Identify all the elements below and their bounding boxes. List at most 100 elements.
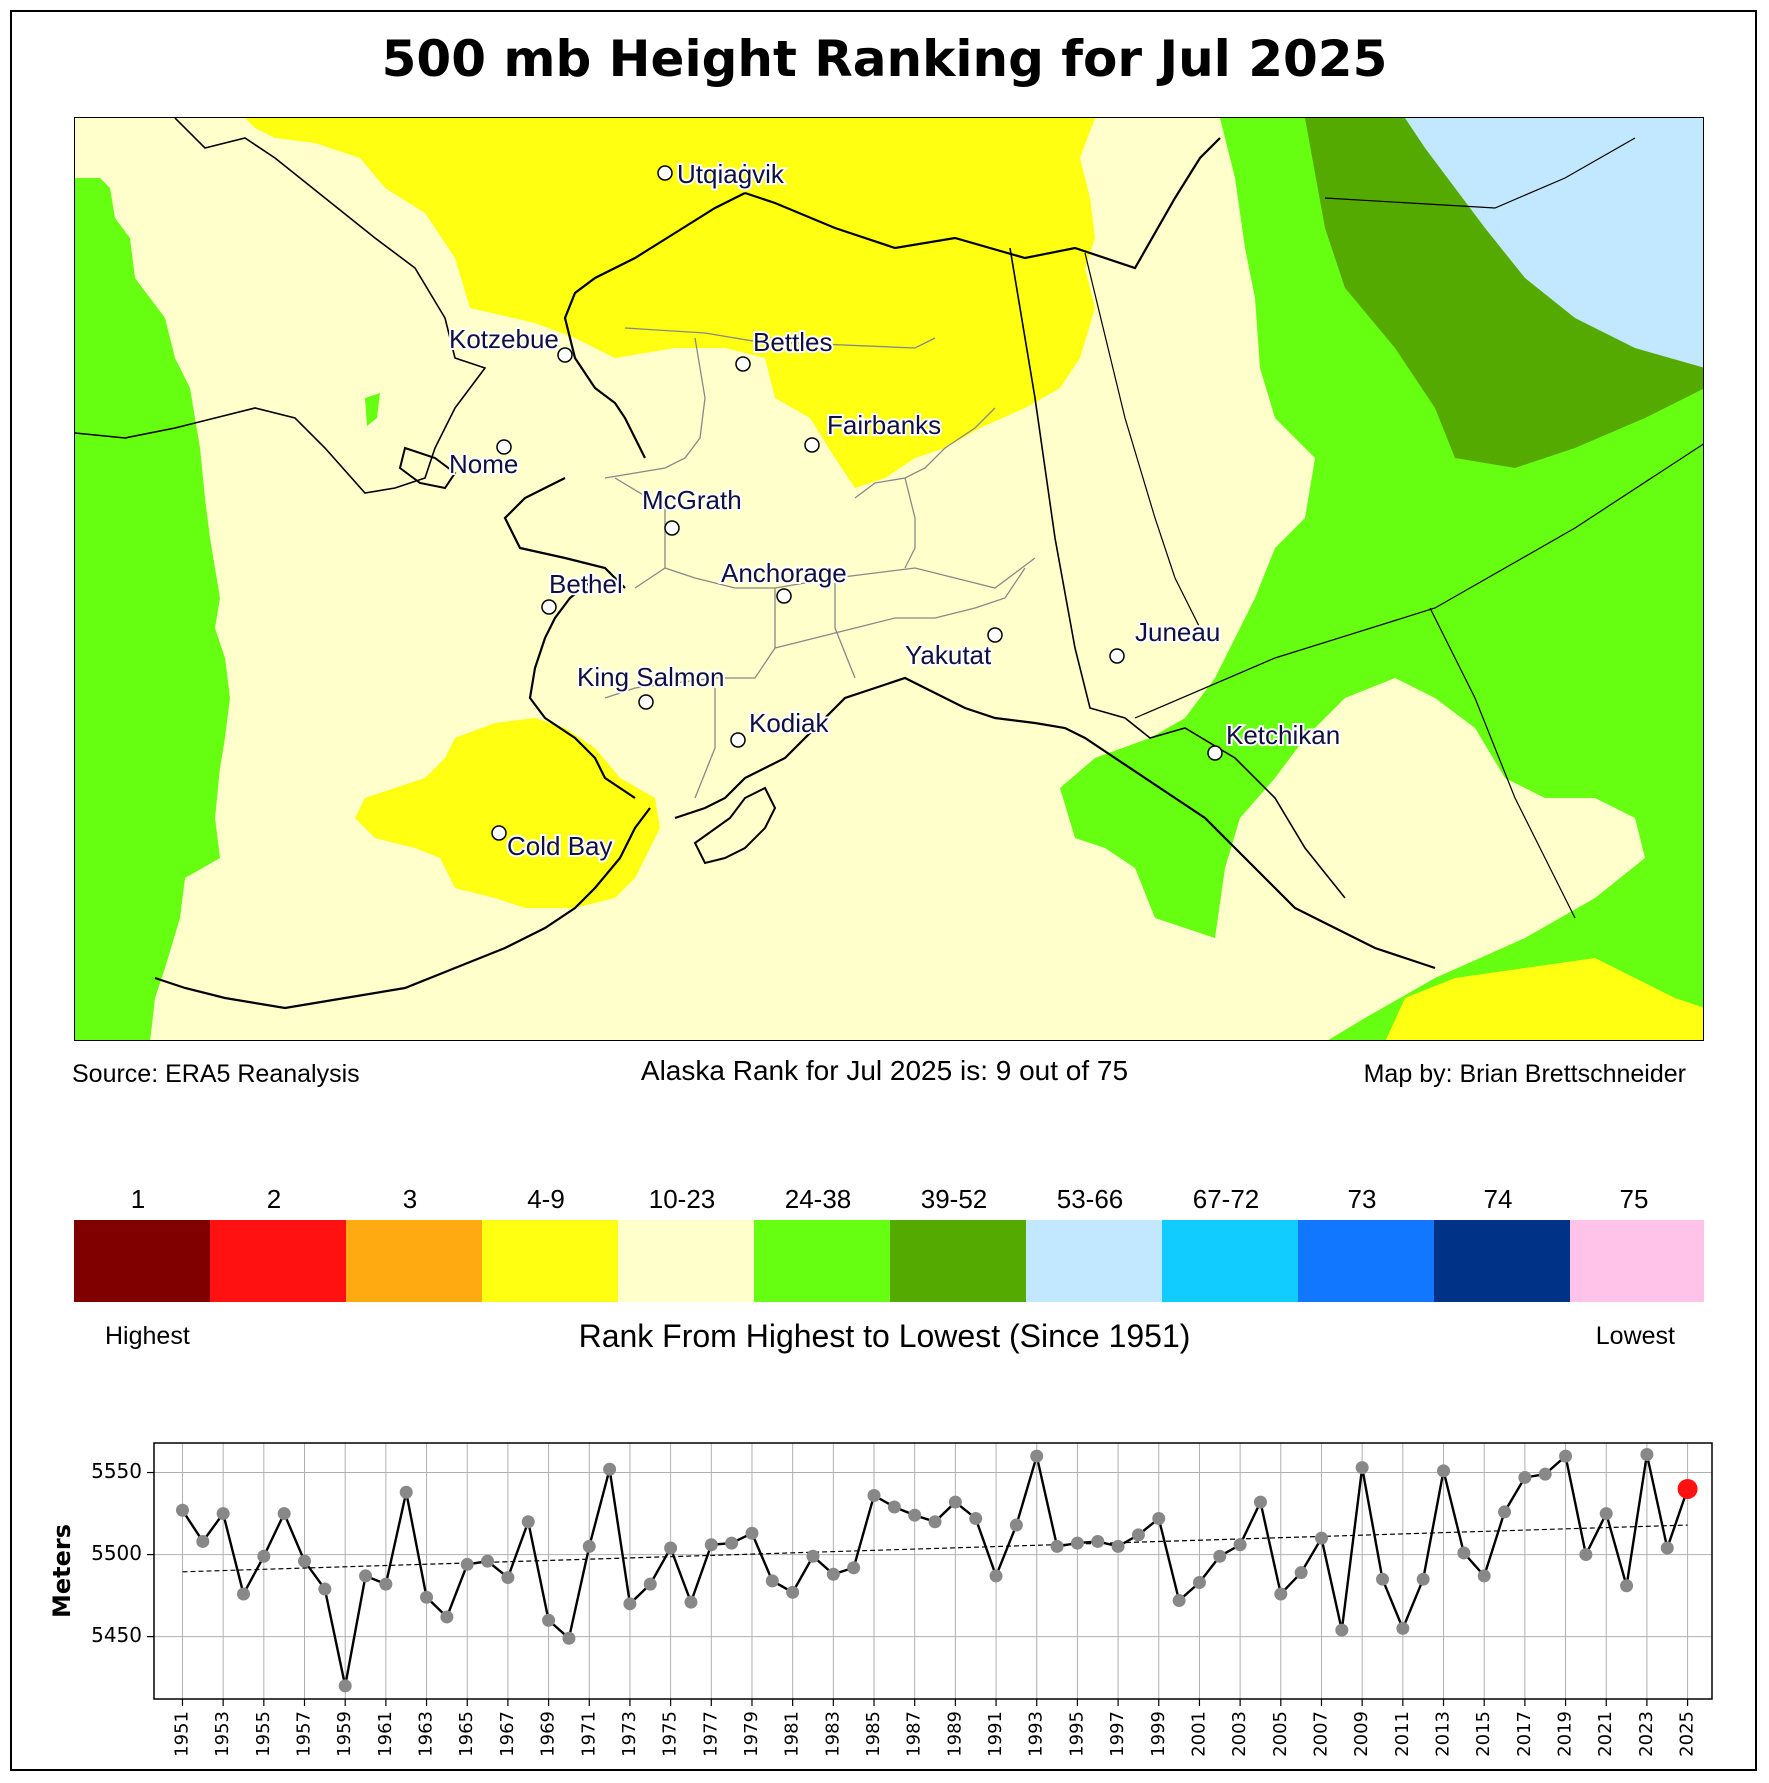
data-point — [1559, 1449, 1573, 1463]
data-point — [969, 1511, 983, 1525]
colorbar-swatch-rank-1 — [74, 1220, 210, 1302]
city-marker-bethel — [541, 599, 557, 615]
x-tick-label: 1953 — [212, 1711, 233, 1757]
source-text: Source: ERA5 Reanalysis — [72, 1060, 360, 1088]
data-point — [582, 1539, 596, 1553]
data-point — [603, 1462, 617, 1476]
data-point — [745, 1526, 759, 1540]
data-point — [1416, 1572, 1430, 1586]
y-axis-label: Meters — [48, 1524, 76, 1618]
city-label-juneau: Juneau — [1135, 617, 1220, 647]
credit-text: Map by: Brian Brettschneider — [1363, 1060, 1686, 1088]
alaska-coastline — [154, 137, 1436, 1010]
data-point — [420, 1590, 434, 1604]
x-tick-label: 2007 — [1310, 1711, 1331, 1757]
colorbar-caption: Rank From Highest to Lowest (Since 1951) — [578, 1318, 1191, 1354]
data-point — [704, 1538, 718, 1552]
north-yellow-region — [245, 118, 1095, 488]
data-point — [501, 1571, 515, 1585]
data-point — [867, 1489, 881, 1503]
x-tick-label: 2025 — [1677, 1711, 1698, 1757]
city-marker-bettles — [735, 356, 751, 372]
data-point — [765, 1574, 779, 1588]
data-point — [1213, 1549, 1227, 1563]
data-point — [236, 1587, 250, 1601]
x-tick-label: 1987 — [904, 1711, 925, 1757]
city-label-yakutat: Yakutat — [905, 640, 992, 670]
data-point — [1457, 1546, 1471, 1560]
x-tick-label: 2013 — [1433, 1711, 1454, 1757]
southwest-yellow-region — [355, 718, 660, 908]
data-point — [216, 1507, 230, 1521]
light-blue-region — [1405, 118, 1703, 368]
data-point — [786, 1585, 800, 1599]
data-point — [1599, 1507, 1613, 1521]
data-point — [1233, 1538, 1247, 1552]
x-tick-label: 1989 — [944, 1711, 965, 1757]
data-point — [684, 1595, 698, 1609]
data-point — [1294, 1566, 1308, 1580]
west-green-region — [75, 178, 230, 1040]
colorbar-swatch-rank-2 — [210, 1220, 346, 1302]
data-point — [1192, 1575, 1206, 1589]
colorbar-label: 75 — [1619, 1184, 1649, 1214]
data-point — [196, 1534, 210, 1548]
x-tick-label: 2023 — [1636, 1711, 1657, 1757]
colorbar-swatch-rank-53-66 — [1026, 1220, 1162, 1302]
data-point — [1172, 1594, 1186, 1608]
city-marker-mcgrath — [664, 520, 680, 536]
borough-boundaries — [604, 327, 1036, 799]
city-marker-cold-bay — [491, 825, 507, 841]
x-tick-label: 2021 — [1595, 1711, 1616, 1757]
x-tick-label: 1959 — [334, 1711, 355, 1757]
y-tick-label: 5500 — [91, 1541, 142, 1565]
data-point — [1091, 1534, 1105, 1548]
city-label-bettles: Bettles — [753, 327, 833, 357]
data-point — [542, 1613, 556, 1627]
data-point — [847, 1561, 861, 1575]
y-tick-label: 5550 — [91, 1459, 142, 1483]
highlight-point-2025 — [1677, 1478, 1698, 1499]
data-point — [725, 1536, 739, 1550]
data-point — [298, 1554, 312, 1568]
map-svg: Utqiaġvik Kotzebue Bettles Fairbanks Nom… — [75, 118, 1703, 1040]
data-point — [257, 1549, 271, 1563]
x-tick-label: 2005 — [1270, 1711, 1291, 1757]
x-tick-label: 1977 — [700, 1711, 721, 1757]
data-point — [1050, 1539, 1064, 1553]
city-marker-fairbanks — [804, 437, 820, 453]
x-tick-label: 1997 — [1107, 1711, 1128, 1757]
city-label-kodiak: Kodiak — [749, 708, 829, 738]
russia-coastline — [75, 118, 487, 494]
data-point — [928, 1515, 942, 1529]
city-marker-juneau — [1109, 648, 1125, 664]
x-tick-label: 1983 — [822, 1711, 843, 1757]
data-point — [1152, 1511, 1166, 1525]
x-tick-label: 1967 — [497, 1711, 518, 1757]
city-label-fairbanks: Fairbanks — [827, 410, 941, 440]
data-point — [1518, 1470, 1532, 1484]
data-point — [1355, 1461, 1369, 1475]
data-point — [521, 1515, 535, 1529]
city-marker-anchorage — [776, 588, 792, 604]
data-point — [1131, 1528, 1145, 1542]
colorbar-swatch-rank-3 — [346, 1220, 482, 1302]
plot-area-frame — [153, 1442, 1713, 1700]
data-point — [887, 1500, 901, 1514]
colorbar-label: 4-9 — [527, 1184, 565, 1214]
colorbar-label: 3 — [402, 1184, 418, 1214]
x-tick-label: 1957 — [294, 1711, 315, 1757]
x-tick-label: 1995 — [1066, 1711, 1087, 1757]
colorbar-label: 73 — [1347, 1184, 1377, 1214]
data-point — [1009, 1518, 1023, 1532]
x-tick-label: 1981 — [782, 1711, 803, 1757]
data-point — [359, 1569, 373, 1583]
data-point — [277, 1507, 291, 1521]
data-point — [1314, 1531, 1328, 1545]
data-point — [1070, 1536, 1084, 1550]
data-point — [338, 1679, 352, 1693]
data-point — [1620, 1579, 1634, 1593]
colorbar-label: 1 — [130, 1184, 146, 1214]
data-point — [1579, 1548, 1593, 1562]
city-label-cold-bay: Cold Bay — [507, 831, 613, 861]
